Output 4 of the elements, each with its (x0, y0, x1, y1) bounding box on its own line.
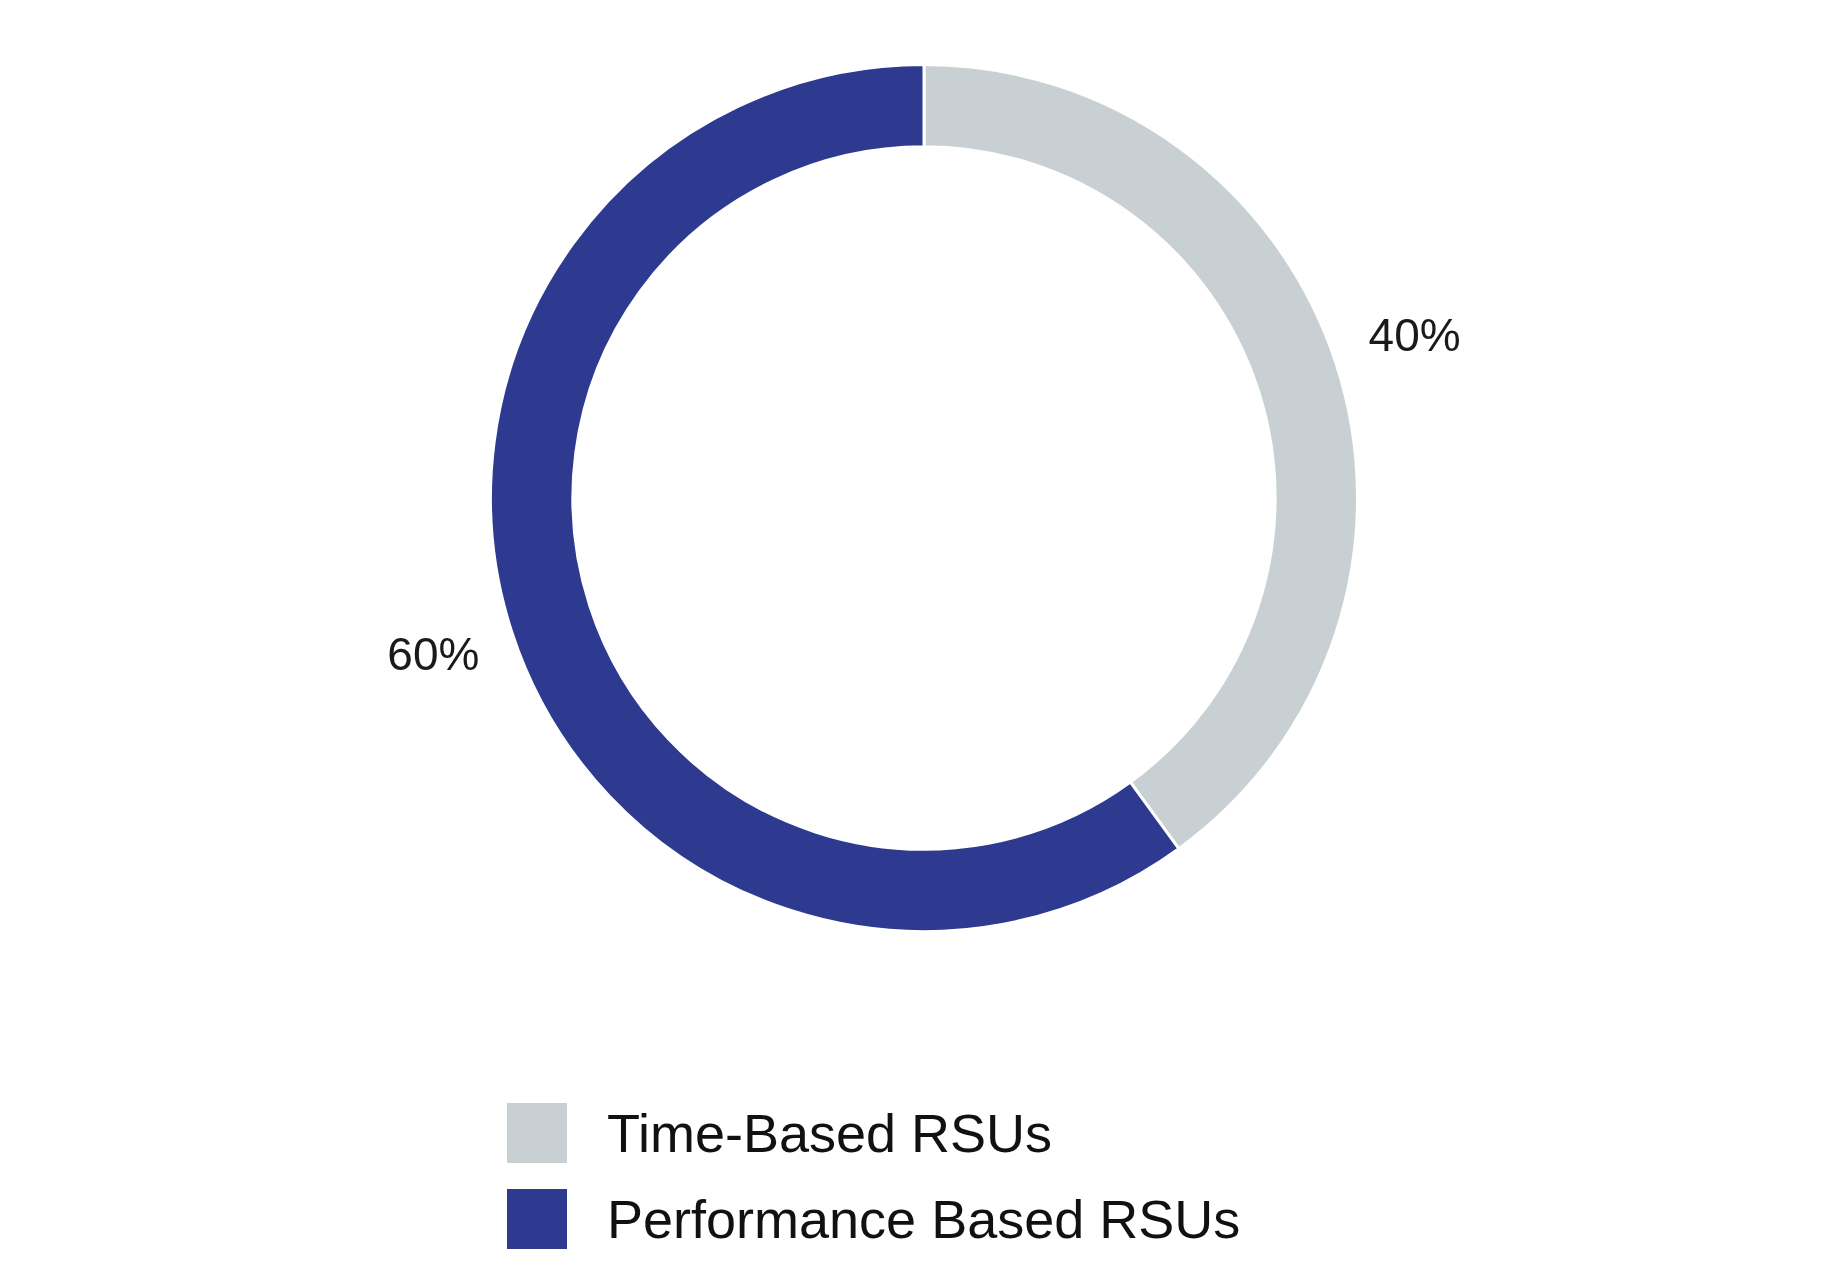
data-label: 40% (1368, 309, 1461, 362)
legend-label: Time-Based RSUs (607, 1102, 1053, 1164)
legend-label: Performance Based RSUs (607, 1188, 1241, 1250)
data-label: 60% (387, 628, 480, 681)
